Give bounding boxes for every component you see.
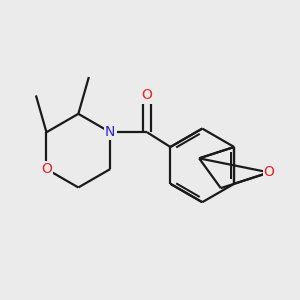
Text: O: O bbox=[41, 162, 52, 176]
Text: O: O bbox=[142, 88, 152, 102]
Text: N: N bbox=[105, 125, 116, 139]
Text: O: O bbox=[264, 165, 274, 179]
